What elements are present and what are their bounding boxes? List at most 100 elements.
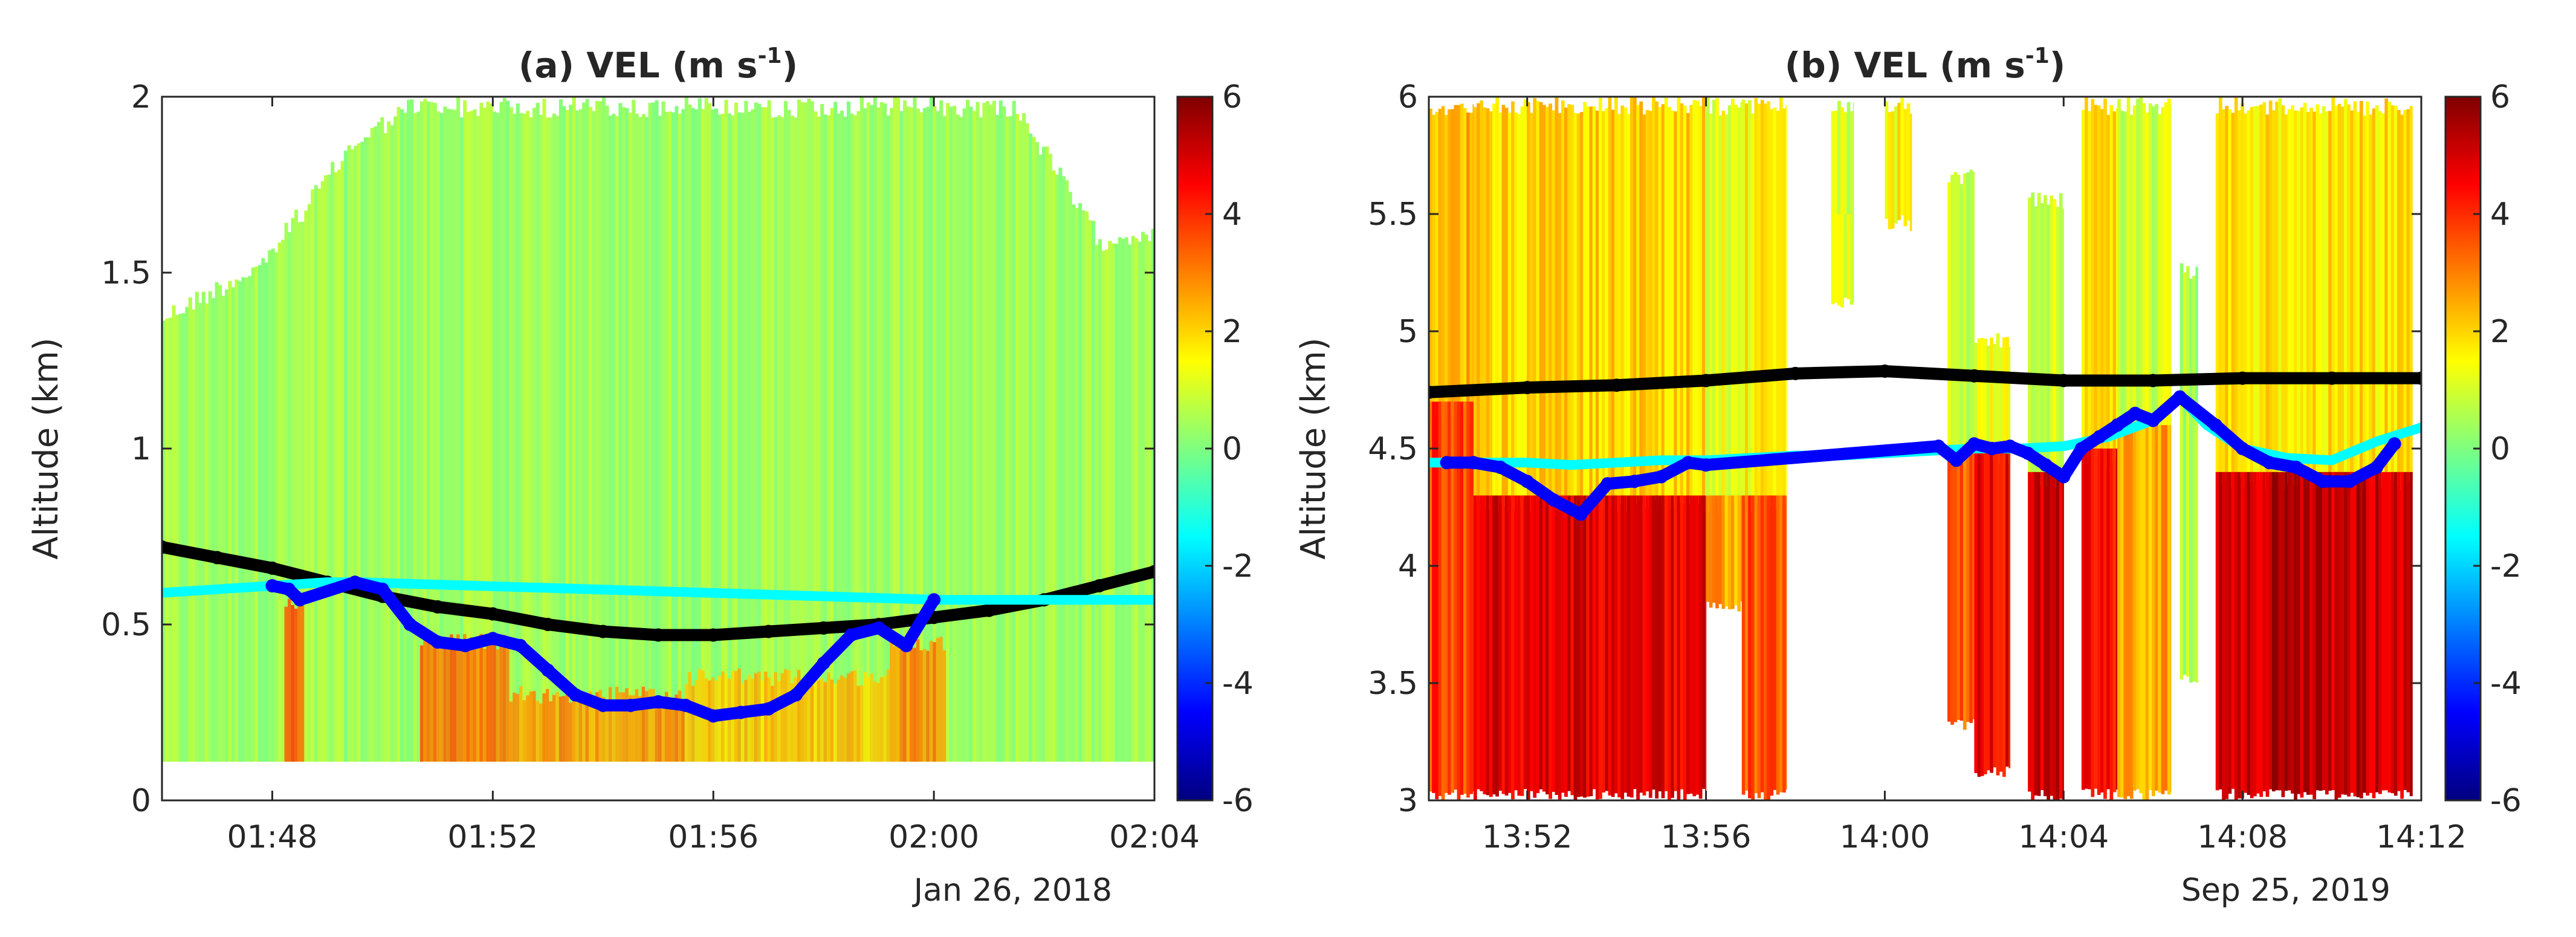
panel-b-fall-strip: [2387, 472, 2392, 793]
panel-b-field-strip: [1843, 112, 1848, 230]
panel-a-field-strip: [300, 221, 305, 762]
panel-b-fall-strip: [1689, 495, 1693, 794]
panel-b-fall-strip: [1963, 449, 1967, 730]
panel-b-fall-strip: [2393, 472, 2398, 796]
panel-b-fall-strip: [1626, 495, 1631, 797]
panel-b-field-strip: [2183, 272, 2187, 413]
panel-a-downdraft-strip: [661, 696, 665, 762]
panel-a-downdraft-strip: [843, 677, 847, 762]
panel-b-fall-strip: [2353, 472, 2357, 797]
panel-a-field-strip: [589, 106, 593, 762]
panel-b-fall-strip: [1579, 495, 1584, 797]
panel-b-fall-strip: [1633, 495, 1637, 789]
panel-b-field-strip: [2142, 103, 2146, 432]
panel-b-field-strip: [2167, 99, 2171, 427]
panel-a-colorbar-tick-label: 0: [1222, 431, 1242, 467]
panel-a-field-strip: [235, 279, 239, 762]
panel-b-field-strip: [2088, 111, 2092, 463]
panel-a-downdraft-strip: [744, 679, 748, 762]
panel-a-field-strip: [1118, 237, 1122, 762]
panel-b-fall-strip: [1498, 495, 1503, 791]
panel-a-field-strip: [1095, 245, 1099, 762]
panel-a-downdraft-strip: [578, 702, 583, 762]
panel-b-fall-strip: [1987, 449, 1990, 771]
panel-a-field-strip: [244, 277, 248, 762]
panel-a-field-strip: [794, 117, 798, 762]
panel-b-field-strip: [2059, 193, 2063, 475]
panel-b-field-strip: [2312, 111, 2317, 487]
panel-a-field-strip: [565, 109, 569, 762]
panel-b-fall-strip: [2281, 472, 2285, 797]
panel-b-fall-strip: [2044, 472, 2047, 797]
panel-a-field-strip: [890, 108, 894, 762]
panel-b-field-strip: [2228, 109, 2232, 485]
panel-b-field-strip: [2123, 111, 2128, 440]
panel-a-downdraft-strip: [621, 692, 626, 762]
panel-a-downdraft-strip: [658, 696, 662, 762]
panel-a-field-strip: [1088, 220, 1092, 762]
panel-b-black-point: [1788, 366, 1802, 380]
panel-b-field-strip: [1677, 97, 1681, 496]
panel-a-field-strip: [1015, 114, 1020, 762]
panel-a-field-strip: [675, 106, 679, 762]
panel-b-blue-point: [1932, 439, 1946, 453]
panel-a-downdraft-strip: [536, 701, 540, 762]
panel-a-x-tick-label: 01:48: [227, 819, 318, 855]
panel-b-fall-strip: [2218, 472, 2222, 789]
panel-b-field-strip: [1950, 175, 1954, 456]
panel-b-fall-strip: [2303, 472, 2307, 793]
panel-b-fall-strip: [1492, 495, 1496, 795]
panel-a-field-strip: [340, 161, 345, 762]
panel-a-field-strip: [261, 258, 265, 762]
panel-a-field-strip: [1151, 229, 1154, 762]
panel-b-fall-strip: [1744, 495, 1749, 791]
panel-a-downdraft-strip: [827, 672, 831, 762]
panel-a-field-strip: [516, 103, 520, 762]
panel-b-field-strip: [1686, 112, 1690, 512]
panel-a-field-strip: [413, 112, 418, 762]
panel-b-blue-point: [2057, 470, 2071, 484]
panel-b-fall-strip: [1969, 449, 1973, 723]
panel-b-field-strip: [2315, 104, 2320, 480]
panel-b-field-strip: [1555, 97, 1559, 497]
panel-a-downdraft-strip: [558, 696, 563, 762]
panel-b-field-strip: [1629, 97, 1634, 496]
panel-b-field-strip: [1642, 114, 1646, 513]
panel-a-black-point: [652, 628, 665, 642]
panel-b-field-strip: [1776, 111, 1780, 510]
panel-b-field-strip: [1993, 343, 1997, 461]
panel-a-colorbar-tick-label: -4: [1222, 666, 1254, 702]
panel-a-downdraft-strip: [783, 669, 788, 762]
panel-b-fall-strip: [2381, 472, 2385, 791]
panel-b-field-strip: [1545, 106, 1549, 506]
panel-b-field-strip: [2387, 102, 2392, 477]
panel-b-field-strip: [2056, 207, 2060, 488]
panel-b-fall-strip: [2088, 449, 2092, 789]
panel-a-downdraft-strip: [453, 646, 457, 762]
panel-b-field-strip: [1489, 111, 1493, 510]
panel-a-y-tick-label: 0.5: [101, 607, 151, 643]
panel-a-field-strip: [1092, 221, 1096, 762]
panel-b-field-strip: [1652, 97, 1655, 496]
panel-a-downdraft-strip: [456, 634, 461, 762]
panel-a-downdraft-strip: [771, 686, 775, 762]
panel-a-field-strip: [1068, 192, 1072, 762]
panel-b-fall-strip: [1785, 495, 1787, 790]
panel-a-downdraft-strip: [691, 686, 695, 762]
panel-b-fall-strip: [1680, 495, 1684, 789]
panel-a-cyan-point: [1094, 595, 1104, 605]
panel-b-field-strip: [1767, 101, 1770, 501]
panel-a-field-strip: [562, 106, 566, 762]
panel-b-field-strip: [2158, 114, 2162, 443]
panel-b-y-tick-label: 5.5: [1368, 196, 1418, 233]
panel-a-downdraft-strip: [595, 692, 600, 762]
panel-b-fall-strip: [2053, 472, 2057, 800]
panel-b-colorbar-tick-label: -4: [2490, 666, 2522, 702]
panel-b-blue-point: [1440, 456, 1454, 470]
panel-a-field-strip: [645, 117, 649, 762]
panel-b-fall-strip: [1463, 401, 1467, 794]
panel-b-x-tick-label: 14:00: [1840, 819, 1930, 855]
panel-a-downdraft-strip: [519, 686, 523, 762]
panel-b-field-strip: [1655, 101, 1659, 501]
panel-a-downdraft-strip: [589, 691, 593, 762]
